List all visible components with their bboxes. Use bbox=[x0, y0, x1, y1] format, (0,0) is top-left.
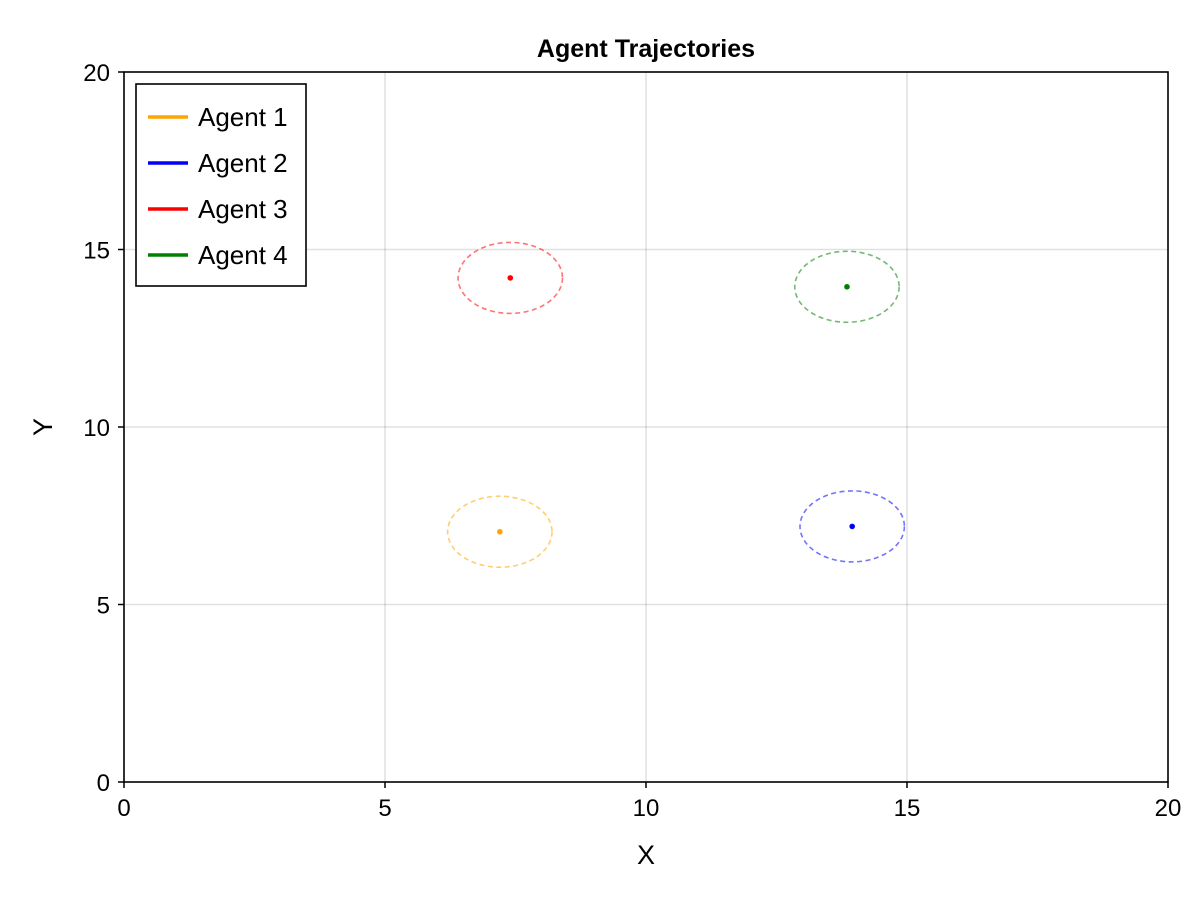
x-tick-label: 20 bbox=[1155, 795, 1182, 822]
legend-label: Agent 4 bbox=[198, 240, 288, 270]
y-tick-label: 5 bbox=[97, 593, 110, 620]
x-tick-label: 0 bbox=[117, 795, 130, 822]
y-tick-label: 20 bbox=[83, 60, 110, 87]
legend-label: Agent 2 bbox=[198, 148, 288, 178]
legend-label: Agent 1 bbox=[198, 102, 288, 132]
x-tick-label: 10 bbox=[633, 795, 660, 822]
tick-layer: 0 5 10 15 20 0 5 10 15 20 bbox=[83, 60, 1181, 822]
x-tick-label: 15 bbox=[894, 795, 921, 822]
x-tick-label: 5 bbox=[378, 795, 391, 822]
chart-title: Agent Trajectories bbox=[537, 35, 755, 63]
data-layer bbox=[446, 241, 906, 569]
agent-1-point bbox=[497, 528, 503, 535]
legend-label: Agent 3 bbox=[198, 194, 288, 224]
x-axis-label: X bbox=[637, 840, 655, 870]
y-tick-label: 10 bbox=[83, 415, 110, 442]
y-axis-label: Y bbox=[28, 418, 58, 436]
agent-2-point bbox=[849, 523, 855, 530]
agent-3-point bbox=[507, 275, 514, 281]
agent-4-range-circle bbox=[793, 250, 900, 324]
agent-4-point bbox=[844, 283, 850, 290]
legend: Agent 1 Agent 2 Agent 3 Agent 4 bbox=[135, 83, 307, 287]
agent-2-range-circle bbox=[799, 490, 906, 563]
agent-3-range-circle bbox=[457, 241, 564, 315]
y-tick-label: 0 bbox=[97, 770, 110, 797]
y-tick-label: 15 bbox=[83, 238, 110, 265]
agent-1-range-circle bbox=[446, 495, 553, 569]
